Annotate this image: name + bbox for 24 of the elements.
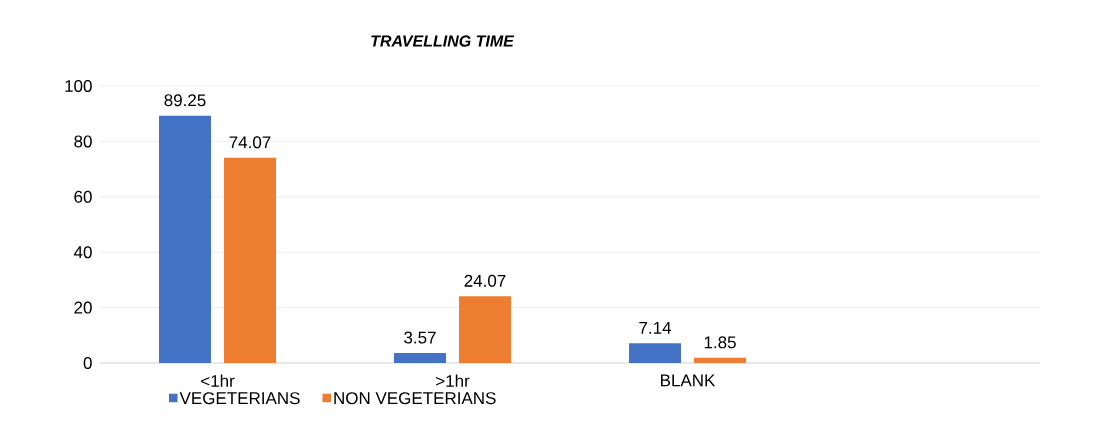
data-label: 24.07 <box>464 274 506 287</box>
y-tick-label: 40 <box>73 246 92 259</box>
bar <box>694 357 747 363</box>
legend-label: VEGETERIANS <box>179 392 300 405</box>
bar <box>224 157 277 363</box>
bar <box>159 115 212 363</box>
y-tick-label: 20 <box>74 301 92 314</box>
data-label: 89.25 <box>164 94 206 107</box>
y-tick-label: 0 <box>83 356 92 370</box>
chart-title: TRAVELLING TIME <box>371 35 515 47</box>
legend-label: NON VEGETERIANS <box>334 392 496 405</box>
x-tick-label: >1hr <box>436 374 470 387</box>
data-label: 7.14 <box>639 321 672 334</box>
y-tick-label: 100 <box>65 79 92 93</box>
data-label: 1.85 <box>704 336 736 349</box>
y-tick-label: 80 <box>74 135 92 148</box>
data-label: 74.07 <box>229 136 271 149</box>
y-tick-label: 60 <box>74 190 92 203</box>
bar <box>459 296 511 363</box>
data-label: 3.57 <box>404 331 436 344</box>
bar <box>394 353 446 363</box>
x-tick-label: <1hr <box>201 374 235 387</box>
bar <box>629 343 682 363</box>
x-tick-label: BLANK <box>661 374 716 387</box>
